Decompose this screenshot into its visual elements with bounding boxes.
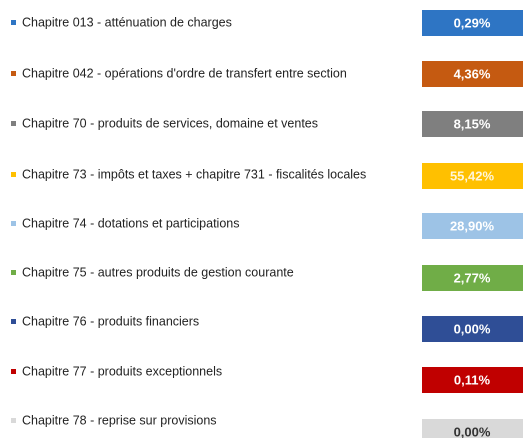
value-box — [422, 61, 523, 87]
bullet — [11, 418, 16, 423]
value-label: 0,29% — [454, 15, 491, 30]
item-label: Chapitre 78 - reprise sur provisions — [22, 413, 217, 427]
value-box — [422, 163, 523, 189]
value-label: 55,42% — [450, 168, 495, 183]
value-label: 0,00% — [454, 321, 491, 336]
value-box — [422, 367, 523, 393]
value-box — [422, 419, 523, 438]
bullet — [11, 20, 16, 25]
value-label: 0,00% — [454, 424, 491, 438]
value-label: 8,15% — [454, 116, 491, 131]
value-label: 0,11% — [454, 372, 491, 387]
bullet — [11, 319, 16, 324]
item-label: Chapitre 73 - impôts et taxes + chapitre… — [22, 167, 366, 181]
value-box — [422, 10, 523, 36]
item-label: Chapitre 013 - atténuation de charges — [22, 15, 232, 29]
value-label: 28,90% — [450, 218, 495, 233]
item-label: Chapitre 70 - produits de services, doma… — [22, 116, 318, 130]
bullet — [11, 71, 16, 76]
item-label: Chapitre 74 - dotations et participation… — [22, 216, 240, 230]
bullet — [11, 369, 16, 374]
value-box — [422, 265, 523, 291]
bullet — [11, 121, 16, 126]
bullet — [11, 270, 16, 275]
value-box — [422, 111, 523, 137]
item-label: Chapitre 76 - produits financiers — [22, 314, 199, 328]
value-label: 4,36% — [454, 66, 491, 81]
value-label: 2,77% — [454, 270, 491, 285]
item-label: Chapitre 75 - autres produits de gestion… — [22, 265, 294, 279]
item-label: Chapitre 042 - opérations d'ordre de tra… — [22, 66, 347, 80]
value-box — [422, 316, 523, 342]
bullet — [11, 221, 16, 226]
value-box — [422, 213, 523, 239]
bullet — [11, 172, 16, 177]
item-label: Chapitre 77 - produits exceptionnels — [22, 364, 222, 378]
